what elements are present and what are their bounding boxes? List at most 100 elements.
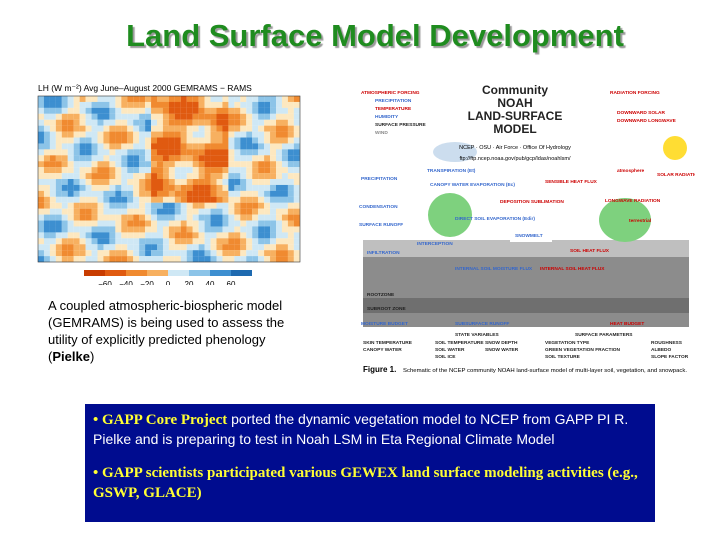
map-cell (270, 208, 277, 215)
map-cell (67, 137, 74, 144)
map-cell (127, 214, 134, 221)
diagram-label: SENSIBLE HEAT FLUX (545, 179, 598, 185)
map-cell (145, 173, 152, 180)
map-cell (228, 202, 235, 209)
map-cell (49, 113, 56, 120)
map-cell (103, 119, 110, 126)
map-cell (198, 250, 205, 257)
map-cell (228, 190, 235, 197)
map-cell (151, 96, 158, 102)
map-cell (270, 137, 277, 144)
map-cell (49, 173, 56, 180)
map-cell (252, 184, 259, 191)
map-cell (287, 179, 294, 186)
map-cell (61, 244, 68, 251)
map-cell (97, 179, 104, 186)
map-cell (228, 149, 235, 156)
map-cell (293, 202, 300, 209)
map-cell (234, 184, 241, 191)
map-cell (145, 196, 152, 203)
map-cell (276, 119, 282, 126)
map-cell (151, 250, 158, 257)
map-cell (186, 184, 193, 191)
map-cell (240, 167, 247, 174)
colorbar-swatch (231, 270, 252, 276)
map-cell (293, 161, 300, 168)
map-cell (258, 196, 265, 203)
map-cell (38, 226, 44, 233)
map-cell (151, 143, 158, 150)
map-cell (168, 155, 175, 162)
map-cell (103, 167, 110, 174)
map-cell (133, 226, 140, 233)
map-cell (133, 250, 140, 257)
map-cell (228, 250, 235, 257)
map-cell (127, 184, 134, 191)
diagram-label: SOIL TEMPERATURE (435, 340, 484, 346)
map-cell (109, 202, 116, 209)
map-cell (240, 107, 247, 114)
map-cell (73, 190, 80, 197)
map-cell (145, 214, 152, 221)
map-cell (252, 232, 259, 239)
map-cell (192, 113, 199, 120)
map-cell (133, 149, 140, 156)
map-cell (222, 161, 229, 168)
map-cell (162, 173, 169, 180)
map-cell (91, 244, 98, 251)
map-cell (133, 96, 140, 102)
map-cell (145, 179, 152, 186)
map-cell (204, 137, 211, 144)
map-cell (43, 119, 50, 126)
map-cell (246, 238, 253, 245)
map-cell (180, 190, 187, 197)
map-cell (157, 202, 163, 209)
map-cell (121, 131, 128, 138)
map-cell (192, 119, 199, 126)
map-cell (85, 119, 92, 126)
map-cell (198, 220, 205, 227)
map-cell (109, 250, 116, 257)
map-cell (103, 256, 110, 263)
map-cell (43, 131, 50, 138)
map-cell (198, 167, 205, 174)
diagram-label: TEMPERATURE (375, 106, 412, 112)
map-cell (281, 238, 288, 245)
map-cell (127, 190, 134, 197)
map-cell (216, 113, 223, 120)
map-cell (162, 96, 169, 102)
map-cell (157, 137, 163, 144)
map-cell (133, 184, 140, 191)
map-cell (234, 214, 241, 221)
map-cell (252, 137, 259, 144)
map-cell (38, 107, 44, 114)
map-cell (55, 137, 62, 144)
map-cell (234, 190, 241, 197)
map-cell (198, 155, 205, 162)
map-cell (258, 173, 265, 180)
map-cell (240, 244, 247, 251)
map-cell (109, 101, 116, 108)
map-cell (61, 113, 68, 120)
map-cell (281, 214, 288, 221)
map-cell (186, 244, 193, 251)
map-cell (228, 173, 235, 180)
map-cell (228, 220, 235, 227)
map-cell (204, 101, 211, 108)
map-cell (174, 208, 181, 215)
map-cell (174, 184, 181, 191)
map-cell (293, 244, 300, 251)
map-cell (38, 184, 44, 191)
map-cell (186, 202, 193, 209)
map-cell (264, 173, 271, 180)
map-cell (109, 256, 116, 263)
map-cell (109, 161, 116, 168)
map-cell (234, 143, 241, 150)
map-cell (157, 113, 163, 120)
map-cell (240, 101, 247, 108)
map-cell (287, 232, 294, 239)
map-cell (157, 214, 163, 221)
map-cell (55, 184, 62, 191)
map-cell (270, 101, 277, 108)
map-cell (186, 232, 193, 239)
